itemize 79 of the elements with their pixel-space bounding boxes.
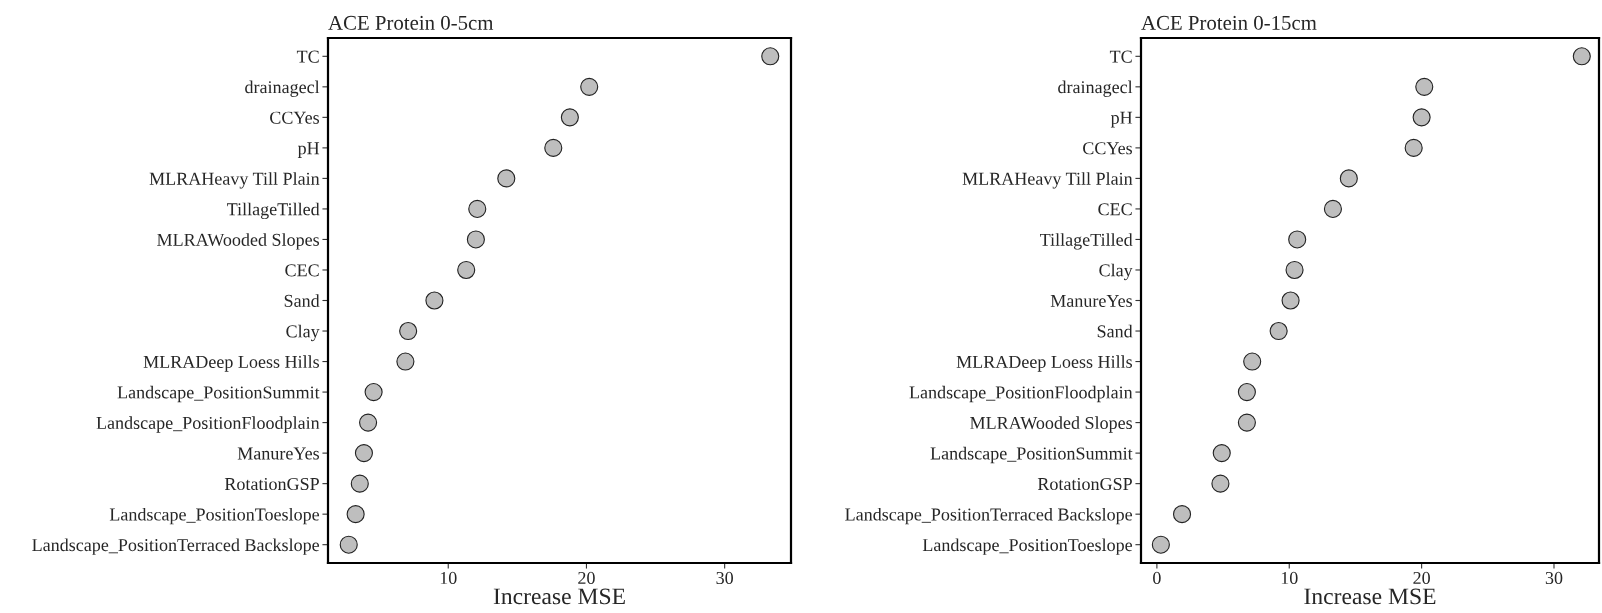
y-tick-label: drainagecl bbox=[1058, 80, 1133, 97]
y-tick-label: CEC bbox=[285, 264, 319, 277]
point bbox=[346, 505, 365, 524]
y-tick-label: TC bbox=[1109, 50, 1132, 63]
point bbox=[350, 474, 369, 493]
y-tick-label: Sand bbox=[284, 294, 320, 307]
x-tick-label: 30 bbox=[716, 571, 733, 585]
y-tick-label: Landscape_PositionToeslope bbox=[922, 538, 1133, 555]
y-tick-label: MLRADeep Loess Hills bbox=[143, 355, 320, 372]
point bbox=[1412, 108, 1431, 127]
point bbox=[1415, 77, 1434, 96]
y-tick-label: Clay bbox=[1099, 263, 1133, 281]
y-tick-label: ManureYes bbox=[1050, 294, 1133, 307]
point bbox=[497, 169, 516, 188]
y-tick-label: pH bbox=[1110, 111, 1133, 128]
y-tick-label: MLRADeep Loess Hills bbox=[956, 355, 1133, 372]
x-tick-label: 10 bbox=[440, 571, 457, 585]
x-tick-label: 20 bbox=[1413, 571, 1430, 585]
y-tick-label: pH bbox=[297, 142, 320, 158]
point bbox=[1237, 413, 1256, 432]
point bbox=[359, 413, 378, 432]
x-tick-label: 30 bbox=[1545, 571, 1563, 585]
point bbox=[364, 383, 383, 402]
point bbox=[1172, 505, 1192, 524]
point bbox=[544, 138, 563, 157]
point bbox=[1212, 444, 1231, 463]
point bbox=[1211, 474, 1230, 493]
point bbox=[354, 444, 373, 463]
point bbox=[1237, 383, 1256, 402]
y-tick-label: TC bbox=[296, 50, 319, 63]
point bbox=[761, 47, 780, 66]
y-tick-label: TillageTilled bbox=[1040, 233, 1133, 250]
y-tick-label: Landscape_PositionSummit bbox=[930, 446, 1133, 464]
y-tick-label: Clay bbox=[286, 324, 320, 342]
point bbox=[1285, 260, 1304, 280]
y-tick-label: CCYes bbox=[1083, 142, 1133, 155]
x-axis-title: Increase MSE bbox=[1304, 588, 1436, 605]
point bbox=[425, 291, 444, 310]
x-tick-label: 20 bbox=[578, 571, 595, 585]
point bbox=[1404, 138, 1423, 157]
point bbox=[1281, 291, 1300, 310]
point bbox=[560, 108, 579, 127]
y-tick-label: Landscape_PositionTerraced Backslope bbox=[845, 507, 1133, 525]
point bbox=[1288, 230, 1307, 249]
point bbox=[1243, 352, 1262, 371]
point bbox=[1151, 535, 1170, 554]
y-tick-label: Landscape_PositionTerraced Backslope bbox=[32, 538, 320, 555]
y-tick-label: MLRAHeavy Till Plain bbox=[962, 172, 1133, 189]
point bbox=[466, 230, 485, 249]
y-tick-label: RotationGSP bbox=[224, 477, 319, 491]
chart-title: ACE Protein 0-15cm bbox=[1141, 15, 1317, 30]
point bbox=[1572, 47, 1591, 66]
y-tick-label: Sand bbox=[1097, 324, 1133, 338]
y-tick-label: CCYes bbox=[270, 111, 320, 124]
y-tick-label: TillageTilled bbox=[227, 202, 320, 220]
y-tick-label: MLRAWooded Slopes bbox=[970, 416, 1133, 433]
y-tick-label: Landscape_PositionFloodplain bbox=[96, 416, 320, 433]
point bbox=[1269, 321, 1288, 341]
y-tick-label: MLRAWooded Slopes bbox=[157, 233, 320, 250]
point bbox=[396, 352, 415, 371]
point bbox=[468, 199, 487, 218]
y-tick-label: ManureYes bbox=[237, 447, 320, 460]
point bbox=[580, 77, 599, 96]
chart-title: ACE Protein 0-5cm bbox=[328, 15, 494, 30]
y-tick-label: Landscape_PositionToeslope bbox=[109, 507, 320, 525]
x-tick-label: 0 bbox=[1153, 571, 1161, 585]
y-tick-label: MLRAHeavy Till Plain bbox=[149, 172, 320, 189]
x-tick-label: 10 bbox=[1281, 571, 1298, 585]
point bbox=[1323, 199, 1342, 218]
point bbox=[1339, 169, 1358, 188]
y-tick-label: CEC bbox=[1098, 203, 1132, 216]
y-tick-label: Landscape_PositionSummit bbox=[117, 385, 320, 403]
x-axis-title: Increase MSE bbox=[493, 588, 625, 605]
y-tick-label: Landscape_PositionFloodplain bbox=[909, 385, 1133, 403]
y-tick-label: drainagecl bbox=[245, 80, 320, 97]
y-tick-label: RotationGSP bbox=[1037, 477, 1132, 491]
point bbox=[399, 321, 418, 341]
point bbox=[457, 260, 476, 280]
point bbox=[339, 535, 358, 554]
